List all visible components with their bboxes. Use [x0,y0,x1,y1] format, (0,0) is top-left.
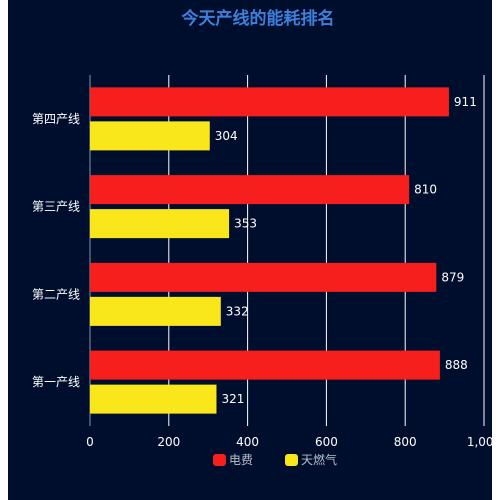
x-tick-label: 1,000 [467,435,500,449]
category-label: 第二产线 [32,287,80,301]
bar[interactable] [90,350,440,380]
bar[interactable] [90,209,230,239]
legend-swatch[interactable] [213,454,226,466]
data-label: 879 [441,270,464,284]
data-label: 332 [226,304,249,318]
data-label: 888 [445,358,468,372]
x-tick-label: 200 [157,435,180,449]
legend-swatch[interactable] [285,454,298,466]
chart-panel [8,0,492,500]
legend-label[interactable]: 电费 [229,453,253,467]
category-labels: 第一产线 第二产线 第三产线 第四产线 [32,112,80,389]
category-label: 第三产线 [32,200,80,214]
data-label: 353 [234,217,257,231]
legend-label[interactable]: 天燃气 [301,452,337,467]
data-label: 304 [215,129,238,143]
chart-title: 今天产线的能耗排名 [182,8,335,29]
bar[interactable] [90,121,210,151]
data-label: 810 [414,183,437,197]
data-label: 321 [221,392,244,406]
bar[interactable] [90,262,437,292]
legend[interactable]: 电费 天燃气 [213,452,337,467]
bar[interactable] [90,384,217,414]
bars [90,87,449,414]
category-label: 第一产线 [32,375,80,389]
data-label: 911 [454,95,477,109]
bar[interactable] [90,296,221,326]
data-labels: 888 321 879 332 810 353 911 304 [215,95,477,406]
x-tick-label: 800 [394,435,417,449]
category-label: 第四产线 [32,112,80,126]
x-tick-label: 600 [315,435,338,449]
x-tick-label: 400 [236,435,259,449]
bar[interactable] [90,87,449,117]
x-tick-labels: 0 200 400 600 800 1,000 [86,435,500,449]
bar[interactable] [90,175,410,205]
x-tick-label: 0 [86,435,94,449]
